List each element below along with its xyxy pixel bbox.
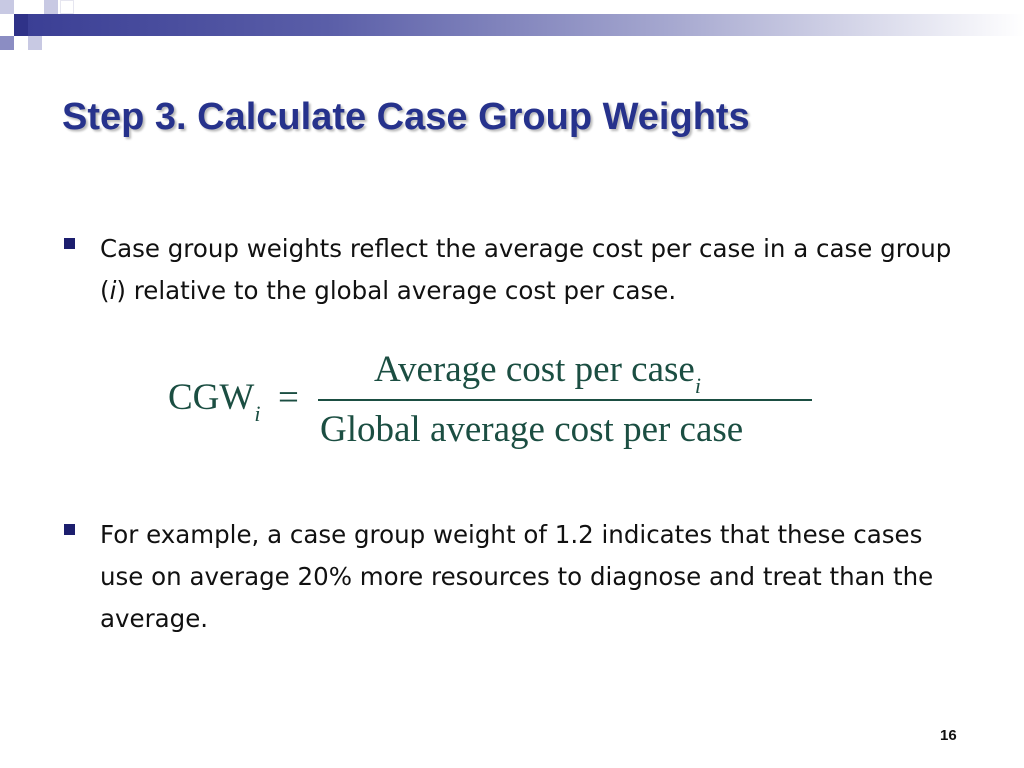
- square-bullet-icon: [64, 238, 75, 249]
- deco-square: [0, 14, 14, 36]
- deco-square: [28, 36, 42, 50]
- formula: CGWi = Average cost per casei Global ave…: [168, 348, 828, 458]
- bullet-text: For example, a case group weight of 1.2 …: [100, 520, 934, 633]
- formula-denominator: Global average cost per case: [320, 409, 744, 450]
- formula-equals: =: [278, 377, 299, 418]
- formula-lhs: CGWi: [168, 377, 261, 426]
- square-bullet-icon: [64, 524, 75, 535]
- deco-square: [44, 0, 58, 14]
- bullet-text: Case group weights reflect the average c…: [100, 234, 952, 305]
- deco-square: [14, 14, 28, 36]
- slide-title: Step 3. Calculate Case Group Weights: [62, 96, 750, 138]
- fraction-bar: [318, 399, 812, 401]
- deco-square: [0, 36, 14, 50]
- deco-square: [0, 0, 14, 14]
- formula-numerator: Average cost per casei: [374, 349, 701, 398]
- page-number: 16: [940, 727, 957, 744]
- header-gradient-band: [28, 14, 1024, 36]
- deco-square: [60, 0, 74, 14]
